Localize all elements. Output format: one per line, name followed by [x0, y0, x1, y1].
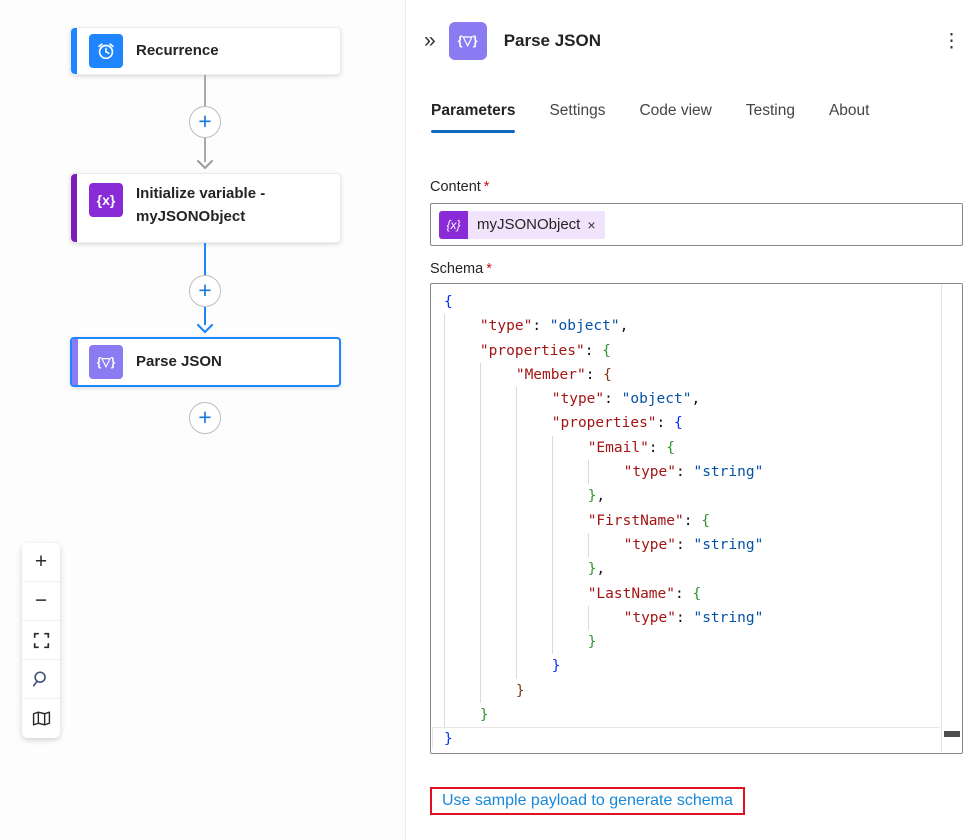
- schema-code: { "type": "object", "properties": { "Mem…: [431, 290, 940, 749]
- remove-token-button[interactable]: ×: [587, 216, 596, 233]
- schema-editor[interactable]: { "type": "object", "properties": { "Mem…: [430, 283, 963, 754]
- more-options-button[interactable]: ⋮: [942, 30, 961, 53]
- tab-testing[interactable]: Testing: [745, 102, 795, 119]
- tab-parameters[interactable]: Parameters: [431, 102, 516, 133]
- scrollbar[interactable]: [941, 284, 962, 753]
- panel-header: » {▽} Parse JSON ⋮: [420, 21, 961, 61]
- tab-settings[interactable]: Settings: [549, 102, 606, 119]
- node-accent: [72, 339, 78, 385]
- content-input[interactable]: {x} myJSONObject ×: [430, 203, 963, 246]
- variable-token-icon: {x}: [439, 210, 468, 239]
- zoom-in-button[interactable]: +: [22, 543, 60, 582]
- node-title: Initialize variable - myJSONObject: [136, 185, 266, 225]
- search-button[interactable]: [22, 660, 60, 699]
- node-parse-json[interactable]: {▽} Parse JSON: [70, 337, 341, 387]
- search-icon: [32, 670, 50, 688]
- panel-title: Parse JSON: [503, 31, 602, 50]
- node-initialize-variable[interactable]: {x} Initialize variable - myJSONObject: [70, 173, 341, 243]
- highlight-box: Use sample payload to generate schema: [430, 787, 745, 815]
- connector-arrow-icon: [196, 323, 214, 334]
- plus-icon: +: [34, 550, 48, 573]
- fit-view-button[interactable]: [22, 621, 60, 660]
- add-step-button[interactable]: +: [189, 106, 221, 138]
- tab-about[interactable]: About: [828, 102, 870, 119]
- connector-line: [204, 307, 206, 325]
- minus-icon: −: [34, 589, 48, 612]
- required-asterisk: *: [486, 261, 492, 277]
- myjsonobject-token[interactable]: {x} myJSONObject ×: [439, 210, 605, 239]
- parse-json-icon: {▽}: [89, 345, 123, 379]
- use-sample-payload-link[interactable]: Use sample payload to generate schema: [442, 792, 733, 809]
- node-accent: [71, 28, 77, 74]
- parse-json-icon: {▽}: [448, 22, 487, 60]
- details-panel: » {▽} Parse JSON ⋮ Parameters Settings C…: [405, 0, 973, 840]
- node-accent: [71, 174, 77, 242]
- collapse-panel-button[interactable]: »: [420, 29, 440, 53]
- connector-line: [204, 138, 206, 162]
- workflow-canvas[interactable]: Recurrence + {x} Initialize variable - m…: [0, 0, 405, 840]
- token-text: myJSONObject: [477, 216, 581, 233]
- add-step-button[interactable]: +: [189, 402, 221, 434]
- node-recurrence[interactable]: Recurrence: [70, 27, 341, 75]
- recurrence-clock-icon: [89, 34, 123, 68]
- tab-code-view[interactable]: Code view: [639, 102, 712, 119]
- connector-arrow-icon: [196, 159, 214, 170]
- zoom-out-button[interactable]: −: [22, 582, 60, 621]
- fit-screen-icon: [33, 632, 50, 649]
- map-icon: [32, 710, 51, 727]
- node-title: Recurrence: [136, 41, 219, 59]
- content-label: Content *: [430, 179, 490, 195]
- schema-label: Schema *: [430, 261, 492, 277]
- node-title: Parse JSON: [136, 352, 222, 370]
- variable-icon: {x}: [89, 183, 123, 217]
- scrollbar-thumb[interactable]: [944, 731, 960, 737]
- canvas-zoom-toolbar: + −: [22, 543, 60, 738]
- add-step-button[interactable]: +: [189, 275, 221, 307]
- vertical-dots-icon: ⋮: [942, 30, 961, 52]
- connector-line: [204, 75, 206, 106]
- tab-bar: Parameters Settings Code view Testing Ab…: [431, 102, 961, 133]
- required-asterisk: *: [483, 179, 490, 195]
- connector-line: [204, 243, 206, 275]
- double-chevron-right-icon: »: [424, 29, 436, 52]
- minimap-button[interactable]: [22, 699, 60, 738]
